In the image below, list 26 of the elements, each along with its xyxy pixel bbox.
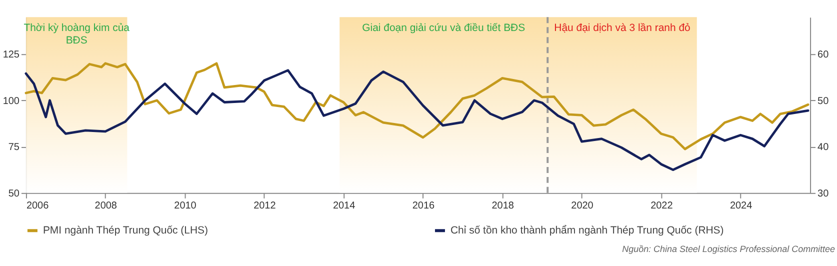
legend-label: Chỉ số tồn kho thành phẩm ngành Thép Trung Quốc (RHS) bbox=[450, 224, 724, 237]
y-tick-label: 75 bbox=[8, 142, 20, 154]
x-tick-label: 2010 bbox=[174, 200, 197, 212]
x-tick-label: 2008 bbox=[94, 200, 118, 212]
y2-tick-label: 50 bbox=[818, 96, 830, 107]
line-series bbox=[24, 62, 810, 150]
x-tick-label: 2012 bbox=[254, 200, 276, 212]
y2-tick-label: 60 bbox=[818, 50, 830, 61]
y-tick-label: 125 bbox=[2, 50, 20, 61]
band-label: Hậu đại dịch và 3 lần ranh đỏ bbox=[554, 22, 691, 34]
x-tick-label: 2022 bbox=[650, 200, 674, 212]
x-tick-label: 2016 bbox=[412, 200, 435, 212]
x-tick-label: 2018 bbox=[492, 200, 514, 212]
y-tick-label: 50 bbox=[8, 188, 20, 200]
band-label: Giai đoạn giải cứu và điều tiết BĐS bbox=[362, 22, 526, 34]
x-tick-label: 2024 bbox=[730, 200, 753, 212]
x-tick-label: 2006 bbox=[26, 200, 50, 212]
line-series bbox=[24, 69, 810, 171]
y-tick-label: 100 bbox=[2, 96, 20, 107]
x-tick-label: 2014 bbox=[332, 200, 356, 212]
y2-tick-label: 30 bbox=[818, 188, 830, 200]
band-label: Thời kỳ hoàng kim của BĐS bbox=[24, 23, 130, 47]
legend-label: PMI ngành Thép Trung Quốc (LHS) bbox=[42, 224, 208, 237]
y2-tick-label: 40 bbox=[818, 142, 830, 154]
text: Nguồn: China Steel Logistics Professional Committee bbox=[622, 244, 836, 254]
x-tick-label: 2020 bbox=[571, 200, 594, 212]
